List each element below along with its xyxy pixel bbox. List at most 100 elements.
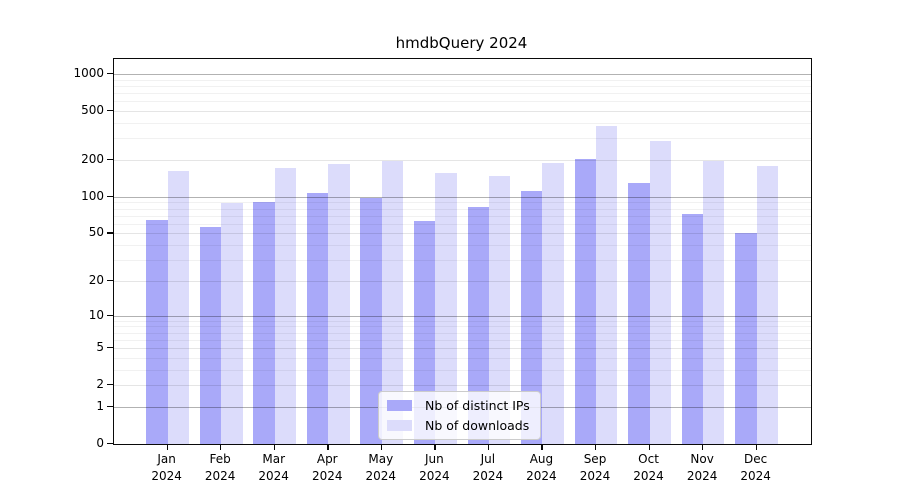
y-tick-label-50: 50 [88,225,104,240]
legend-swatch-1 [387,420,412,431]
gridline-20 [114,280,811,282]
gridline-90 [114,202,811,204]
y-tick-mark [107,384,113,386]
y-tick-mark [107,110,113,112]
x-tick-mark [434,444,436,450]
legend-row-0: Nb of distinct IPs [387,399,530,412]
gridline-40 [114,245,811,247]
x-tick-label-8: Sep 2024 [579,452,611,483]
y-tick-label-10: 10 [88,307,104,322]
y-tick-mark [107,443,113,445]
bar-distinct-ips-1 [199,226,222,444]
gridline-300 [114,138,811,140]
bar-distinct-ips-5 [413,221,436,444]
legend: Nb of distinct IPs Nb of downloads [378,391,541,440]
gridline-3 [114,369,811,371]
bar-downloads-1 [221,203,243,444]
gridline-9 [114,320,811,322]
y-tick-label-200: 200 [81,152,104,167]
legend-label-0: Nb of distinct IPs [425,398,530,413]
gridline-7 [114,332,811,334]
gridline-400 [114,123,811,125]
bar-downloads-9 [649,141,671,444]
bar-downloads-0 [167,171,189,444]
bar-distinct-ips-4 [360,198,382,444]
bar-downloads-11 [756,165,779,444]
x-tick-mark [487,444,490,450]
y-tick-mark [107,195,113,198]
gridline-600 [114,101,811,103]
legend-label-1: Nb of downloads [425,418,530,433]
bar-downloads-7 [542,163,564,444]
bar-distinct-ips-0 [146,219,168,444]
y-tick-label-0: 0 [96,436,104,450]
x-tick-label-1: Feb 2024 [204,452,236,483]
gridline-30 [114,260,811,262]
y-tick-mark [107,73,113,75]
x-tick-label-0: Jan 2024 [151,452,182,483]
x-tick-mark [648,444,650,450]
x-tick-label-9: Oct 2024 [633,452,664,483]
x-tick-label-6: Jul 2024 [472,452,504,483]
x-tick-mark [755,444,757,450]
y-tick-label-2: 2 [96,377,104,392]
y-tick-mark [107,159,113,161]
y-tick-label-1000: 1000 [73,66,104,81]
y-tick-label-20: 20 [88,272,104,287]
gridline-700 [114,93,811,95]
bar-distinct-ips-11 [735,233,757,444]
x-tick-label-3: Apr 2024 [311,452,343,483]
bar-distinct-ips-3 [306,192,329,444]
bar-distinct-ips-10 [681,214,704,444]
gridline-70 [114,215,811,217]
x-tick-mark [327,444,329,450]
gridline-800 [114,85,811,87]
bar-distinct-ips-2 [253,201,275,444]
x-tick-label-2: Mar 2024 [258,452,289,483]
bar-downloads-4 [381,161,404,444]
gridline-5 [114,348,811,350]
x-tick-mark [273,444,275,450]
x-tick-mark [702,444,704,450]
gridline-1000 [114,74,811,76]
y-tick-label-1: 1 [96,398,104,413]
y-tick-mark [107,314,113,316]
plot-area [113,58,812,445]
x-tick-label-4: May 2024 [365,452,397,483]
gridline-8 [114,326,811,328]
gridline-60 [114,223,811,225]
gridline-100 [114,196,811,199]
gridline-500 [114,111,811,113]
x-tick-mark [595,444,597,450]
chart-title: hmdbQuery 2024 [395,34,528,52]
bar-downloads-5 [435,172,457,444]
bar-downloads-2 [274,167,297,444]
bar-distinct-ips-9 [628,182,650,444]
x-tick-mark [380,444,383,450]
gridline-2 [114,385,811,387]
y-tick-mark [107,405,113,408]
bar-downloads-3 [328,163,350,444]
legend-row-1: Nb of downloads [387,419,530,432]
legend-swatch-0 [387,400,412,411]
x-tick-mark [220,444,222,450]
bar-distinct-ips-7 [521,190,543,444]
bar-distinct-ips-6 [467,206,489,444]
x-tick-label-5: Jun 2024 [419,452,450,483]
y-tick-label-5: 5 [96,340,104,355]
y-tick-label-500: 500 [81,103,104,118]
bar-distinct-ips-8 [574,158,596,444]
y-tick-mark [107,347,113,349]
y-tick-mark [107,232,113,234]
gridline-200 [114,160,811,162]
x-tick-mark [541,444,543,450]
x-tick-label-10: Nov 2024 [686,452,718,483]
gridline-6 [114,339,811,341]
y-tick-label-100: 100 [81,188,104,203]
gridline-50 [114,233,811,235]
x-tick-label-11: Dec 2024 [740,452,771,483]
gridline-10 [114,315,811,317]
y-tick-mark [107,279,113,282]
x-tick-label-7: Aug 2024 [526,452,557,483]
